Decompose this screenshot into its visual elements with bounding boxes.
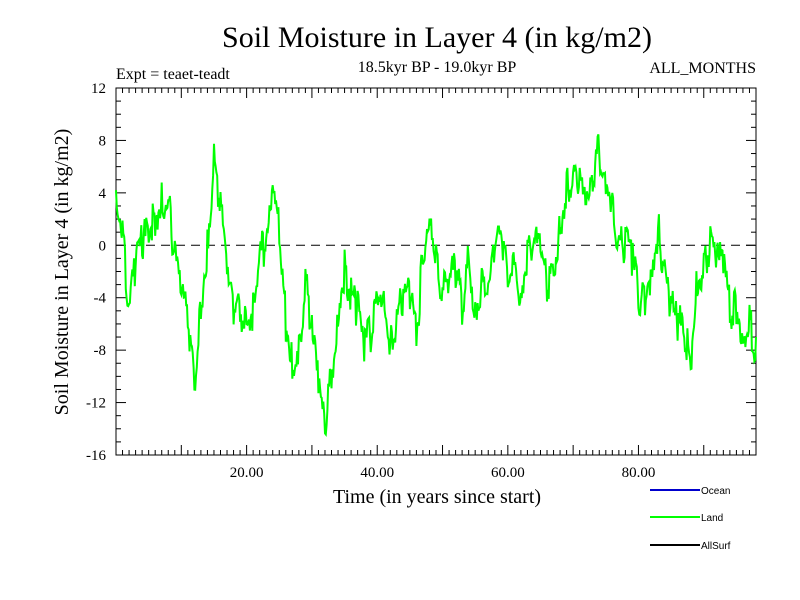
y-tick-label: 8 — [99, 133, 107, 149]
land-series-line — [115, 134, 757, 437]
y-tick-label: 4 — [99, 186, 107, 202]
legend-land-label: Land — [701, 513, 723, 524]
period-label: ALL_MONTHS — [649, 60, 756, 77]
legend-allsurf-label: AllSurf — [701, 541, 731, 552]
legend: Ocean Land AllSurf — [650, 486, 731, 552]
y-tick-label: 0 — [99, 238, 107, 254]
y-tick-label: -4 — [94, 291, 107, 307]
plot-frame — [115, 87, 757, 456]
y-tick-label: 12 — [91, 81, 106, 97]
x-tick-label: 80.00 — [622, 465, 656, 481]
y-axis-label: Soil Moisture in Layer 4 (in kg/m2) — [51, 129, 73, 416]
y-tick-label: -8 — [94, 343, 107, 359]
y-tick-label: -16 — [86, 448, 106, 464]
chart-subtitle: 18.5kyr BP - 19.0kyr BP — [358, 59, 517, 76]
x-tick-label: 20.00 — [230, 465, 264, 481]
chart-title: Soil Moisture in Layer 4 (in kg/m2) — [222, 21, 652, 54]
x-axis-label: Time (in years since start) — [333, 486, 541, 508]
tick-labels: 20.00 40.00 60.00 80.00 -16 -12 -8 -4 0 4 8 12 — [86, 81, 655, 481]
y-tick-label: -12 — [86, 396, 106, 412]
legend-ocean-label: Ocean — [701, 486, 730, 497]
x-tick-label: 60.00 — [491, 465, 525, 481]
x-tick-label: 40.00 — [360, 465, 394, 481]
experiment-label: Expt = teaet-teadt — [116, 66, 230, 83]
axis-ticks — [115, 87, 757, 456]
